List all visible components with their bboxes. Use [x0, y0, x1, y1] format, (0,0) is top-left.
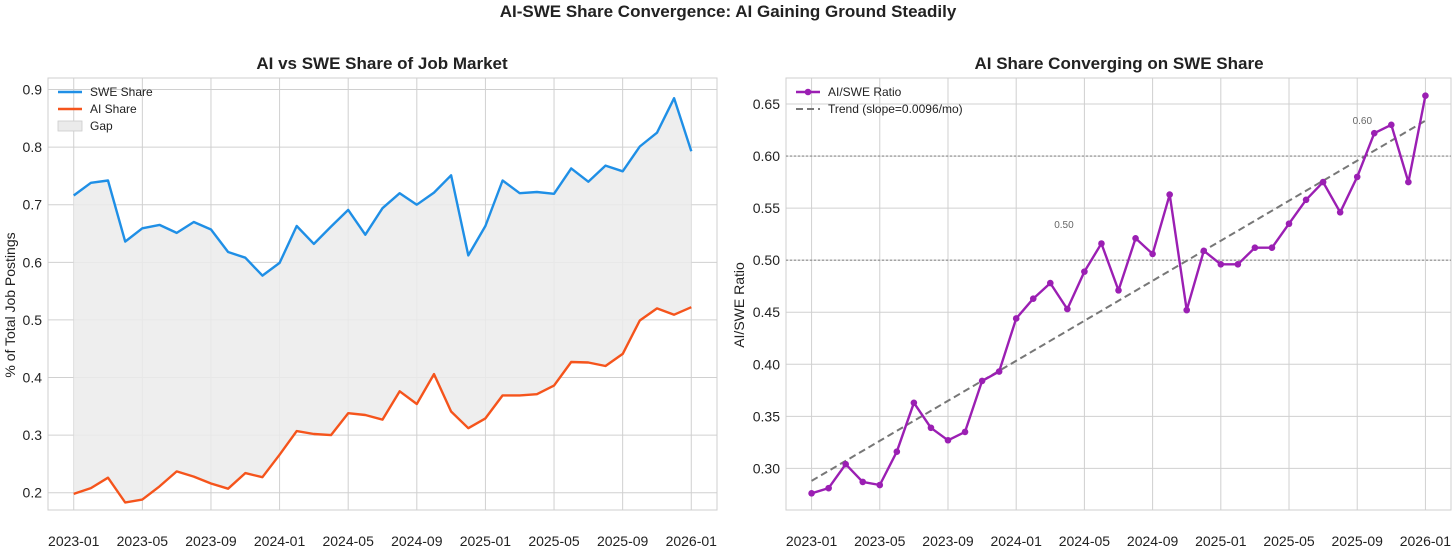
left-chart-ytick-label: 0.5 [23, 312, 43, 328]
ratio-point [1405, 178, 1412, 186]
ratio-point [961, 428, 969, 436]
ai-share-line [73, 306, 692, 504]
right-chart-xtick-label: 2025-09 [1332, 533, 1384, 549]
left-chart-xtick-label: 2024-05 [322, 533, 374, 549]
left-chart-ytick-label: 0.7 [23, 197, 43, 213]
left-chart-xtick-label: 2025-01 [460, 533, 512, 549]
right-chart-ytick-label: 0.35 [753, 408, 780, 424]
right-chart-xtick-label: 2026-01 [1400, 533, 1452, 549]
right-chart-xtick-label: 2023-09 [922, 533, 974, 549]
right-chart-xtick-label: 2024-05 [1059, 533, 1111, 549]
right-chart-xtick-label: 2024-09 [1127, 533, 1179, 549]
ratio-point [1302, 196, 1310, 204]
left-chart-xtick-label: 2023-01 [48, 533, 100, 549]
ratio-point [1012, 315, 1020, 322]
ratio-point [1115, 287, 1122, 294]
reference-line-label: 0.60 [1353, 116, 1373, 127]
ratio-point [927, 424, 935, 432]
legend-ratio-marker [804, 88, 812, 96]
left-chart-xtick-label: 2025-05 [528, 533, 580, 549]
ratio-point [995, 368, 1003, 375]
left-chart-xtick-label: 2023-05 [117, 533, 169, 549]
left-chart-title: AI vs SWE Share of Job Market [256, 54, 508, 73]
ratio-point [808, 490, 815, 497]
ratio-point [1064, 305, 1071, 313]
left-chart-xtick-label: 2026-01 [666, 533, 718, 549]
ratio-point [1251, 244, 1259, 251]
right-chart-ytick-label: 0.55 [753, 200, 780, 216]
left-chart-xtick-label: 2023-09 [185, 533, 237, 549]
legend-swe-label: SWE Share [90, 85, 153, 99]
trend-line [811, 119, 1426, 482]
ratio-point [1234, 261, 1242, 268]
legend-gap-label: Gap [90, 119, 113, 133]
gap-area [73, 98, 692, 503]
ratio-point [944, 436, 952, 444]
ratio-point [1217, 261, 1225, 268]
right-chart-ytick-label: 0.65 [753, 96, 780, 112]
ratio-point [825, 484, 832, 492]
ratio-point [859, 478, 867, 486]
left-chart-frame [47, 77, 718, 511]
ratio-point [1285, 220, 1293, 228]
ratio-point [876, 481, 884, 489]
ratio-point [1200, 247, 1208, 255]
right-chart-ytick-label: 0.50 [753, 252, 780, 268]
ratio-point [893, 448, 901, 456]
ratio-point [1353, 173, 1361, 181]
right-chart-ytick-label: 0.30 [753, 460, 780, 476]
left-chart-xtick-label: 2025-09 [597, 533, 649, 549]
ratio-point [910, 399, 918, 407]
right-chart: AI Share Converging on SWE Share AI/SWE … [731, 54, 1452, 549]
right-chart-frame [785, 77, 1452, 511]
left-chart-ytick-label: 0.2 [23, 485, 43, 501]
swe-share-line [72, 96, 693, 277]
right-chart-xtick-label: 2023-01 [786, 533, 838, 549]
legend-trend-label: Trend (slope=0.0096/mo) [828, 102, 963, 116]
ratio-point [1422, 92, 1429, 99]
ratio-point [1029, 295, 1037, 302]
figure-suptitle: AI-SWE Share Convergence: AI Gaining Gro… [500, 2, 957, 21]
left-chart-ytick-label: 0.4 [23, 370, 43, 386]
ratio-point [1046, 279, 1054, 287]
left-chart: AI vs SWE Share of Job Market % of Total… [2, 54, 718, 549]
ratio-point [1166, 191, 1173, 198]
ratio-point [1319, 178, 1327, 186]
left-chart-ytick-label: 0.3 [23, 427, 43, 443]
left-chart-ytick-label: 0.9 [23, 82, 43, 98]
ratio-point [1388, 121, 1395, 129]
ratio-point [978, 377, 986, 385]
ratio-point [1336, 208, 1344, 216]
ratio-point [842, 460, 849, 468]
left-chart-xtick-label: 2024-09 [391, 533, 443, 549]
right-chart-title: AI Share Converging on SWE Share [974, 54, 1263, 73]
legend-ratio-label: AI/SWE Ratio [828, 85, 902, 99]
ratio-point [1149, 250, 1156, 258]
ratio-point [1268, 244, 1276, 251]
right-chart-ytick-label: 0.45 [753, 304, 780, 320]
right-chart-xtick-label: 2025-01 [1195, 533, 1247, 549]
ratio-point [1098, 240, 1105, 247]
ratio-point [1370, 129, 1378, 137]
left-chart-ytick-label: 0.8 [23, 139, 43, 155]
left-chart-ylabel: % of Total Job Postings [2, 232, 18, 377]
legend-ai-label: AI Share [90, 102, 137, 116]
right-chart-xtick-label: 2023-05 [854, 533, 906, 549]
legend-gap-swatch [57, 120, 83, 132]
ratio-line [811, 95, 1427, 495]
right-chart-xtick-label: 2025-05 [1263, 533, 1315, 549]
reference-line-label: 0.50 [1054, 220, 1074, 231]
right-chart-xtick-label: 2024-01 [990, 533, 1042, 549]
right-chart-ylabel: AI/SWE Ratio [731, 262, 747, 348]
ratio-point [1081, 268, 1088, 275]
ratio-point [1132, 235, 1139, 242]
right-chart-ytick-label: 0.60 [753, 148, 780, 164]
left-chart-xtick-label: 2024-01 [254, 533, 306, 549]
left-chart-ytick-label: 0.6 [23, 254, 43, 270]
right-chart-ytick-label: 0.40 [753, 356, 780, 372]
ratio-point [1183, 306, 1191, 314]
